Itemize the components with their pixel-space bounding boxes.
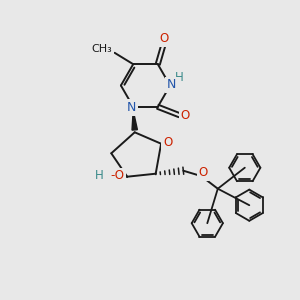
Text: O: O <box>163 136 172 149</box>
Text: H: H <box>175 70 184 84</box>
Text: H: H <box>95 169 104 182</box>
Text: -O: -O <box>111 169 125 182</box>
Text: O: O <box>180 109 189 122</box>
Text: N: N <box>127 101 136 114</box>
Text: N: N <box>167 78 176 92</box>
Polygon shape <box>132 110 137 130</box>
Text: O: O <box>198 166 207 179</box>
Text: CH₃: CH₃ <box>92 44 112 54</box>
Text: O: O <box>159 32 168 46</box>
